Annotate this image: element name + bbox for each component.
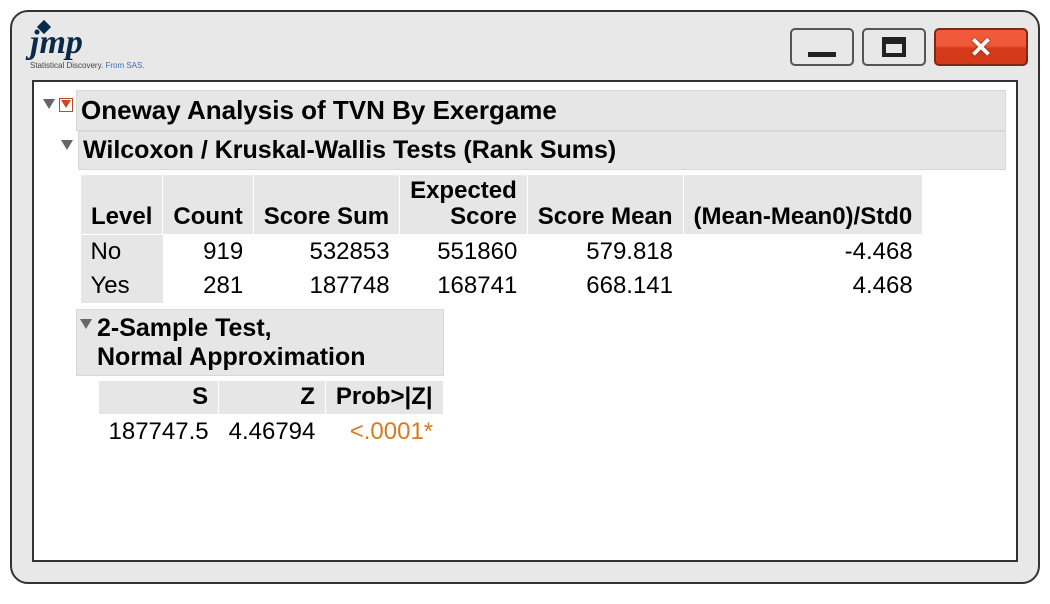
col-z: Z <box>219 381 326 414</box>
col-std: (Mean-Mean0)/Std0 <box>683 175 923 235</box>
section-wilcoxon: Wilcoxon / Kruskal-Wallis Tests (Rank Su… <box>40 131 1006 449</box>
col-score-mean: Score Mean <box>527 175 683 235</box>
app-window: jmp Statistical Discovery. From SAS. ✕ <box>10 10 1040 584</box>
content-panel: Oneway Analysis of TVN By Exergame Wilco… <box>32 80 1018 562</box>
logo-subtext: Statistical Discovery. From SAS. <box>30 61 145 70</box>
table-header-row: S Z Prob>|Z| <box>99 381 444 414</box>
cell-score-mean: 668.141 <box>527 269 683 303</box>
logo-sub-suffix: From SAS. <box>105 61 144 70</box>
cell-expected: 168741 <box>400 269 528 303</box>
disclosure-triangle-icon[interactable] <box>58 131 76 170</box>
logo-text: jmp <box>30 28 83 59</box>
section-2sample: 2-Sample Test, Normal Approximation S Z … <box>58 309 1006 449</box>
col-level: Level <box>81 175 163 235</box>
cell-count: 919 <box>163 234 253 269</box>
hotspot-button[interactable] <box>58 90 74 131</box>
cell-std: -4.468 <box>683 234 923 269</box>
cell-prob-z: <.0001* <box>325 414 443 449</box>
close-button[interactable]: ✕ <box>934 28 1028 66</box>
col-count: Count <box>163 175 253 235</box>
minimize-button[interactable] <box>790 28 854 66</box>
cell-expected: 551860 <box>400 234 528 269</box>
section-title-oneway-text: Oneway Analysis of TVN By Exergame <box>81 95 557 125</box>
cell-z: 4.46794 <box>219 414 326 449</box>
cell-score-sum: 187748 <box>253 269 399 303</box>
minimize-icon <box>808 52 836 57</box>
logo-sub-prefix: Statistical Discovery. <box>30 61 103 70</box>
rank-sums-table: Level Count Score Sum Expected Score Sco… <box>80 174 923 303</box>
cell-std: 4.468 <box>683 269 923 303</box>
disclosure-triangle-icon[interactable] <box>77 310 95 331</box>
cell-s: 187747.5 <box>99 414 219 449</box>
disclosure-triangle-icon[interactable] <box>40 90 58 131</box>
section-title-oneway: Oneway Analysis of TVN By Exergame <box>76 90 1006 131</box>
section-oneway: Oneway Analysis of TVN By Exergame <box>40 90 1006 131</box>
maximize-icon <box>882 37 906 57</box>
logo-main-text: jmp <box>30 24 83 61</box>
cell-score-sum: 532853 <box>253 234 399 269</box>
col-expected-score: Expected Score <box>400 175 528 235</box>
cell-score-mean: 579.818 <box>527 234 683 269</box>
table-row: No 919 532853 551860 579.818 -4.468 <box>81 234 923 269</box>
title-bar: jmp Statistical Discovery. From SAS. ✕ <box>12 12 1038 80</box>
window-controls: ✕ <box>790 28 1028 66</box>
col-s: S <box>99 381 219 414</box>
col-prob-z: Prob>|Z| <box>325 381 443 414</box>
cell-level: Yes <box>81 269 163 303</box>
two-sample-table: S Z Prob>|Z| 187747.5 4.46794 <.0001* <box>98 380 444 448</box>
cell-level: No <box>81 234 163 269</box>
section-title-wilcoxon-text: Wilcoxon / Kruskal-Wallis Tests (Rank Su… <box>83 136 616 164</box>
table-header-row: Level Count Score Sum Expected Score Sco… <box>81 175 923 235</box>
col-score-sum: Score Sum <box>253 175 399 235</box>
close-icon: ✕ <box>969 31 992 64</box>
app-logo: jmp Statistical Discovery. From SAS. <box>30 28 145 70</box>
maximize-button[interactable] <box>862 28 926 66</box>
cell-count: 281 <box>163 269 253 303</box>
section-title-2sample-text: 2-Sample Test, Normal Approximation <box>97 314 366 372</box>
table-row: 187747.5 4.46794 <.0001* <box>99 414 444 449</box>
table-row: Yes 281 187748 168741 668.141 4.468 <box>81 269 923 303</box>
section-title-wilcoxon: Wilcoxon / Kruskal-Wallis Tests (Rank Su… <box>78 131 1006 170</box>
